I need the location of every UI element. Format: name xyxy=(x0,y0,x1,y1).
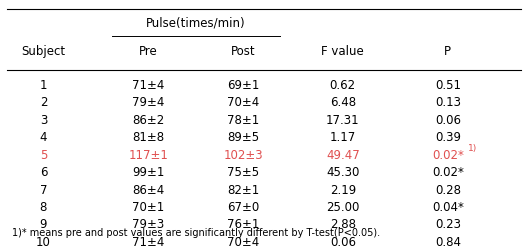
Text: 6: 6 xyxy=(40,166,47,179)
Text: 67±0: 67±0 xyxy=(227,201,259,214)
Text: 86±2: 86±2 xyxy=(133,114,165,126)
Text: 9: 9 xyxy=(40,218,47,232)
Text: 0.62: 0.62 xyxy=(329,79,356,92)
Text: 78±1: 78±1 xyxy=(227,114,259,126)
Text: 0.04*: 0.04* xyxy=(432,201,464,214)
Text: 71±4: 71±4 xyxy=(132,79,165,92)
Text: 75±5: 75±5 xyxy=(227,166,259,179)
Text: 0.13: 0.13 xyxy=(435,96,461,109)
Text: 86±4: 86±4 xyxy=(133,184,165,196)
Text: 2: 2 xyxy=(40,96,47,109)
Text: Pre: Pre xyxy=(139,45,158,58)
Text: 45.30: 45.30 xyxy=(326,166,360,179)
Text: 2.19: 2.19 xyxy=(329,184,356,196)
Text: 76±1: 76±1 xyxy=(227,218,259,232)
Text: 2.88: 2.88 xyxy=(330,218,356,232)
Text: 6.48: 6.48 xyxy=(329,96,356,109)
Text: 99±1: 99±1 xyxy=(132,166,165,179)
Text: 71±4: 71±4 xyxy=(132,236,165,249)
Text: F value: F value xyxy=(322,45,364,58)
Text: 81±8: 81±8 xyxy=(133,131,165,144)
Text: 0.28: 0.28 xyxy=(435,184,461,196)
Text: 82±1: 82±1 xyxy=(227,184,259,196)
Text: 117±1: 117±1 xyxy=(128,148,168,162)
Text: 7: 7 xyxy=(40,184,47,196)
Text: 0.84: 0.84 xyxy=(435,236,461,249)
Text: 8: 8 xyxy=(40,201,47,214)
Text: 1.17: 1.17 xyxy=(329,131,356,144)
Text: 79±4: 79±4 xyxy=(132,96,165,109)
Text: 102±3: 102±3 xyxy=(223,148,263,162)
Text: 49.47: 49.47 xyxy=(326,148,360,162)
Text: 4: 4 xyxy=(40,131,47,144)
Text: 25.00: 25.00 xyxy=(326,201,360,214)
Text: 70±1: 70±1 xyxy=(133,201,165,214)
Text: P: P xyxy=(445,45,451,58)
Text: 3: 3 xyxy=(40,114,47,126)
Text: 1)* means pre and post values are significantly different by T-test(P<0.05).: 1)* means pre and post values are signif… xyxy=(12,228,380,238)
Text: 0.51: 0.51 xyxy=(435,79,461,92)
Text: 0.06: 0.06 xyxy=(435,114,461,126)
Text: 70±4: 70±4 xyxy=(227,96,259,109)
Text: 79±3: 79±3 xyxy=(133,218,165,232)
Text: 70±4: 70±4 xyxy=(227,236,259,249)
Text: 89±5: 89±5 xyxy=(227,131,259,144)
Text: Pulse(times/min): Pulse(times/min) xyxy=(146,16,246,30)
Text: Subject: Subject xyxy=(21,45,65,58)
Text: 1: 1 xyxy=(40,79,47,92)
Text: 0.23: 0.23 xyxy=(435,218,461,232)
Text: 0.02*: 0.02* xyxy=(432,148,464,162)
Text: 17.31: 17.31 xyxy=(326,114,360,126)
Text: 69±1: 69±1 xyxy=(227,79,259,92)
Text: 0.02*: 0.02* xyxy=(432,166,464,179)
Text: 10: 10 xyxy=(36,236,51,249)
Text: Post: Post xyxy=(231,45,256,58)
Text: 0.06: 0.06 xyxy=(330,236,356,249)
Text: 5: 5 xyxy=(40,148,47,162)
Text: 0.39: 0.39 xyxy=(435,131,461,144)
Text: 1): 1) xyxy=(468,144,477,153)
